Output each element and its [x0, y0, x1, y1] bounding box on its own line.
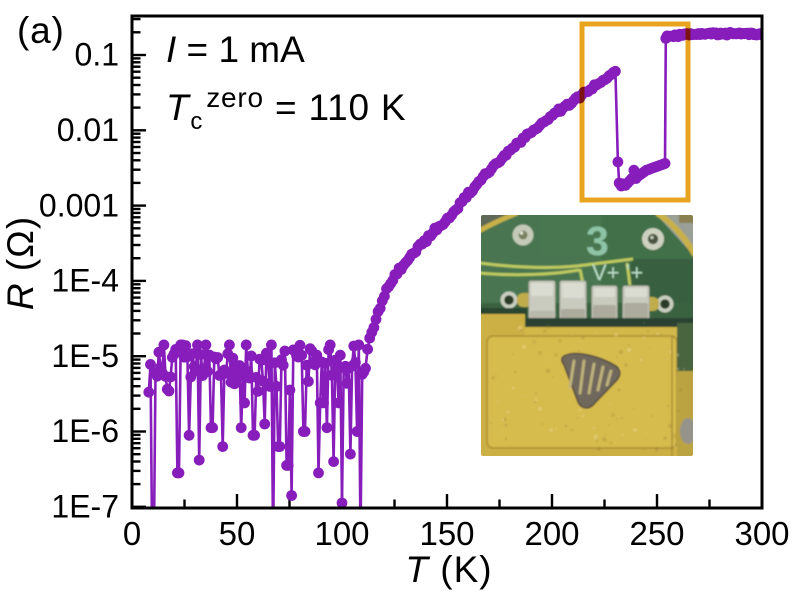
svg-text:0.1: 0.1	[75, 37, 119, 73]
svg-text:50: 50	[219, 515, 256, 552]
svg-text:1E-7: 1E-7	[51, 489, 119, 525]
svg-text:0.01: 0.01	[57, 112, 119, 148]
svg-text:1E-4: 1E-4	[51, 263, 119, 299]
svg-text:V+’+: V+ ’+	[592, 260, 643, 285]
svg-text:T (K): T (K)	[405, 549, 492, 590]
svg-text:1E-5: 1E-5	[51, 338, 119, 374]
svg-text:Tczero = 110 K: Tczero = 110 K	[166, 82, 406, 135]
svg-text:100: 100	[314, 515, 369, 552]
svg-text:1E-6: 1E-6	[51, 413, 119, 449]
svg-text:0: 0	[123, 515, 141, 552]
svg-text:250: 250	[629, 515, 684, 552]
svg-text:200: 200	[524, 515, 579, 552]
svg-text:I = 1 mA: I = 1 mA	[166, 29, 305, 70]
svg-text:300: 300	[734, 515, 789, 552]
svg-text:0.001: 0.001	[39, 187, 119, 223]
svg-text:(a): (a)	[17, 10, 65, 51]
svg-text:3: 3	[586, 218, 609, 264]
svg-text:R (Ω): R (Ω)	[0, 216, 41, 310]
svg-text:150: 150	[419, 515, 474, 552]
